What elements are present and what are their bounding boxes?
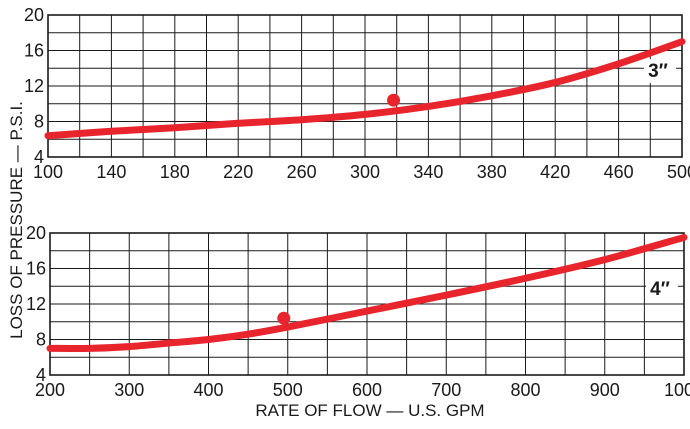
- panel-1-size-label: 3″: [648, 61, 668, 82]
- panel-2-y-tick-label: 12: [26, 294, 46, 314]
- panel-2-y-tick-label: 20: [26, 223, 46, 243]
- panel-2-x-tick-label: 700: [431, 380, 461, 400]
- panel-1-x-tick-label: 140: [96, 162, 126, 182]
- panel-1-series-1-line: [44, 38, 686, 140]
- x-axis-label: RATE OF FLOW — U.S. GPM: [255, 401, 484, 420]
- panel-1-x-tick-label: 180: [160, 162, 190, 182]
- panel-1-x-tick-label: 500: [667, 162, 690, 182]
- panel-1-x-tick-label: 420: [540, 162, 570, 182]
- panel-1-y-tick-label: 8: [34, 112, 44, 132]
- y-axis-label: LOSS OF PRESSURE — P.S.I.: [7, 101, 26, 339]
- panel-2-y-tick-label: 8: [36, 330, 46, 350]
- panel-2-x-tick-label: 800: [510, 380, 540, 400]
- panel-2-x-tick-label: 900: [590, 380, 620, 400]
- panel-1-y-tick-label: 4: [34, 147, 44, 167]
- panel-1-size-label-bg: [644, 59, 676, 83]
- panel-1-x-tick-label: 380: [477, 162, 507, 182]
- panel-1-y-tick-label: 16: [24, 41, 44, 61]
- panel-1-x-tick-label: 300: [350, 162, 380, 182]
- panel-1-frame: [47, 14, 683, 158]
- panel-2-x-tick-label: 500: [273, 380, 303, 400]
- panel-2-series-1-line: [46, 233, 688, 353]
- panel-1-x-tick-label: 260: [287, 162, 317, 182]
- panel-2-x-tick-label: 200: [35, 380, 65, 400]
- panel-2-y-tick-label: 4: [36, 365, 46, 385]
- panel-2-size-label: 4″: [650, 279, 670, 300]
- panel-1-x-tick-label: 340: [413, 162, 443, 182]
- panel-2-data-point: [277, 311, 291, 325]
- panel-2-x-tick-label: 300: [114, 380, 144, 400]
- panel-1-x-tick-label: 100: [33, 162, 63, 182]
- panel-1-data-point: [387, 93, 401, 107]
- panel-1-x-tick-label: 220: [223, 162, 253, 182]
- panel-2-size-label-bg: [646, 277, 678, 301]
- panel-2-x-tick-label: 400: [193, 380, 223, 400]
- panel-2-y-tick-label: 16: [26, 259, 46, 279]
- panel-1-y-tick-label: 20: [24, 5, 44, 25]
- panel-1-y-tick-label: 12: [24, 76, 44, 96]
- panel-2-x-tick-label: 1000: [664, 380, 690, 400]
- panel-2-frame: [49, 232, 685, 376]
- panel-1-x-tick-label: 460: [604, 162, 634, 182]
- panel-2-x-tick-label: 600: [352, 380, 382, 400]
